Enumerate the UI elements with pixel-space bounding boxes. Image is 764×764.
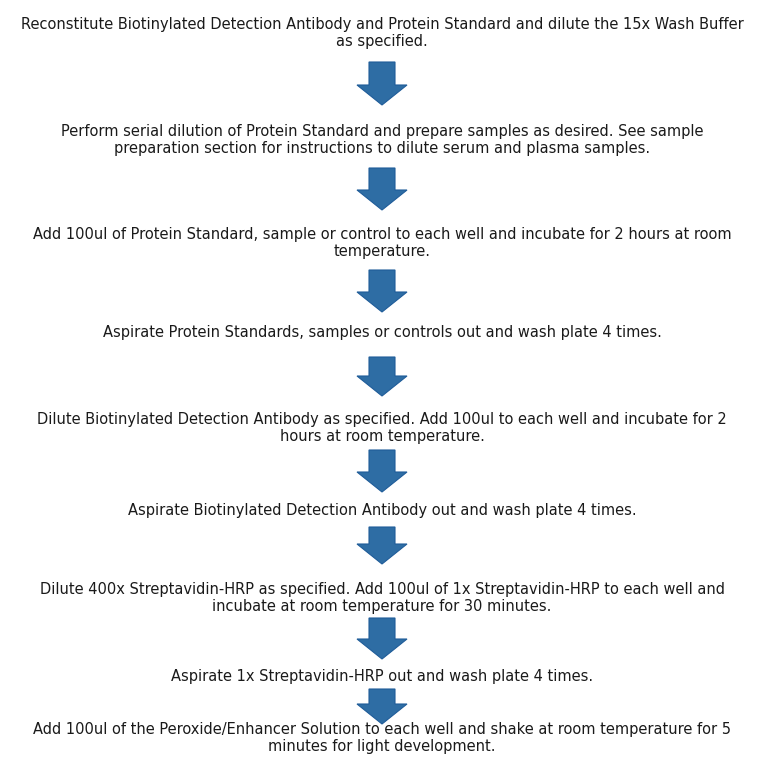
Text: Dilute Biotinylated Detection Antibody as specified. Add 100ul to each well and : Dilute Biotinylated Detection Antibody a… bbox=[37, 412, 727, 444]
Polygon shape bbox=[357, 618, 407, 659]
Text: Aspirate Protein Standards, samples or controls out and wash plate 4 times.: Aspirate Protein Standards, samples or c… bbox=[102, 325, 662, 341]
Polygon shape bbox=[357, 168, 407, 210]
Polygon shape bbox=[357, 527, 407, 564]
Polygon shape bbox=[357, 270, 407, 312]
Text: Reconstitute Biotinylated Detection Antibody and Protein Standard and dilute the: Reconstitute Biotinylated Detection Anti… bbox=[21, 17, 743, 49]
Text: Aspirate 1x Streptavidin-HRP out and wash plate 4 times.: Aspirate 1x Streptavidin-HRP out and was… bbox=[171, 668, 593, 684]
Polygon shape bbox=[357, 450, 407, 492]
Text: Aspirate Biotinylated Detection Antibody out and wash plate 4 times.: Aspirate Biotinylated Detection Antibody… bbox=[128, 503, 636, 517]
Text: Add 100ul of Protein Standard, sample or control to each well and incubate for 2: Add 100ul of Protein Standard, sample or… bbox=[33, 227, 731, 259]
Polygon shape bbox=[357, 689, 407, 724]
Polygon shape bbox=[357, 62, 407, 105]
Text: Add 100ul of the Peroxide/Enhancer Solution to each well and shake at room tempe: Add 100ul of the Peroxide/Enhancer Solut… bbox=[33, 722, 731, 754]
Text: Perform serial dilution of Protein Standard and prepare samples as desired. See : Perform serial dilution of Protein Stand… bbox=[61, 124, 703, 156]
Polygon shape bbox=[357, 357, 407, 396]
Text: Dilute 400x Streptavidin-HRP as specified. Add 100ul of 1x Streptavidin-HRP to e: Dilute 400x Streptavidin-HRP as specifie… bbox=[40, 582, 724, 614]
